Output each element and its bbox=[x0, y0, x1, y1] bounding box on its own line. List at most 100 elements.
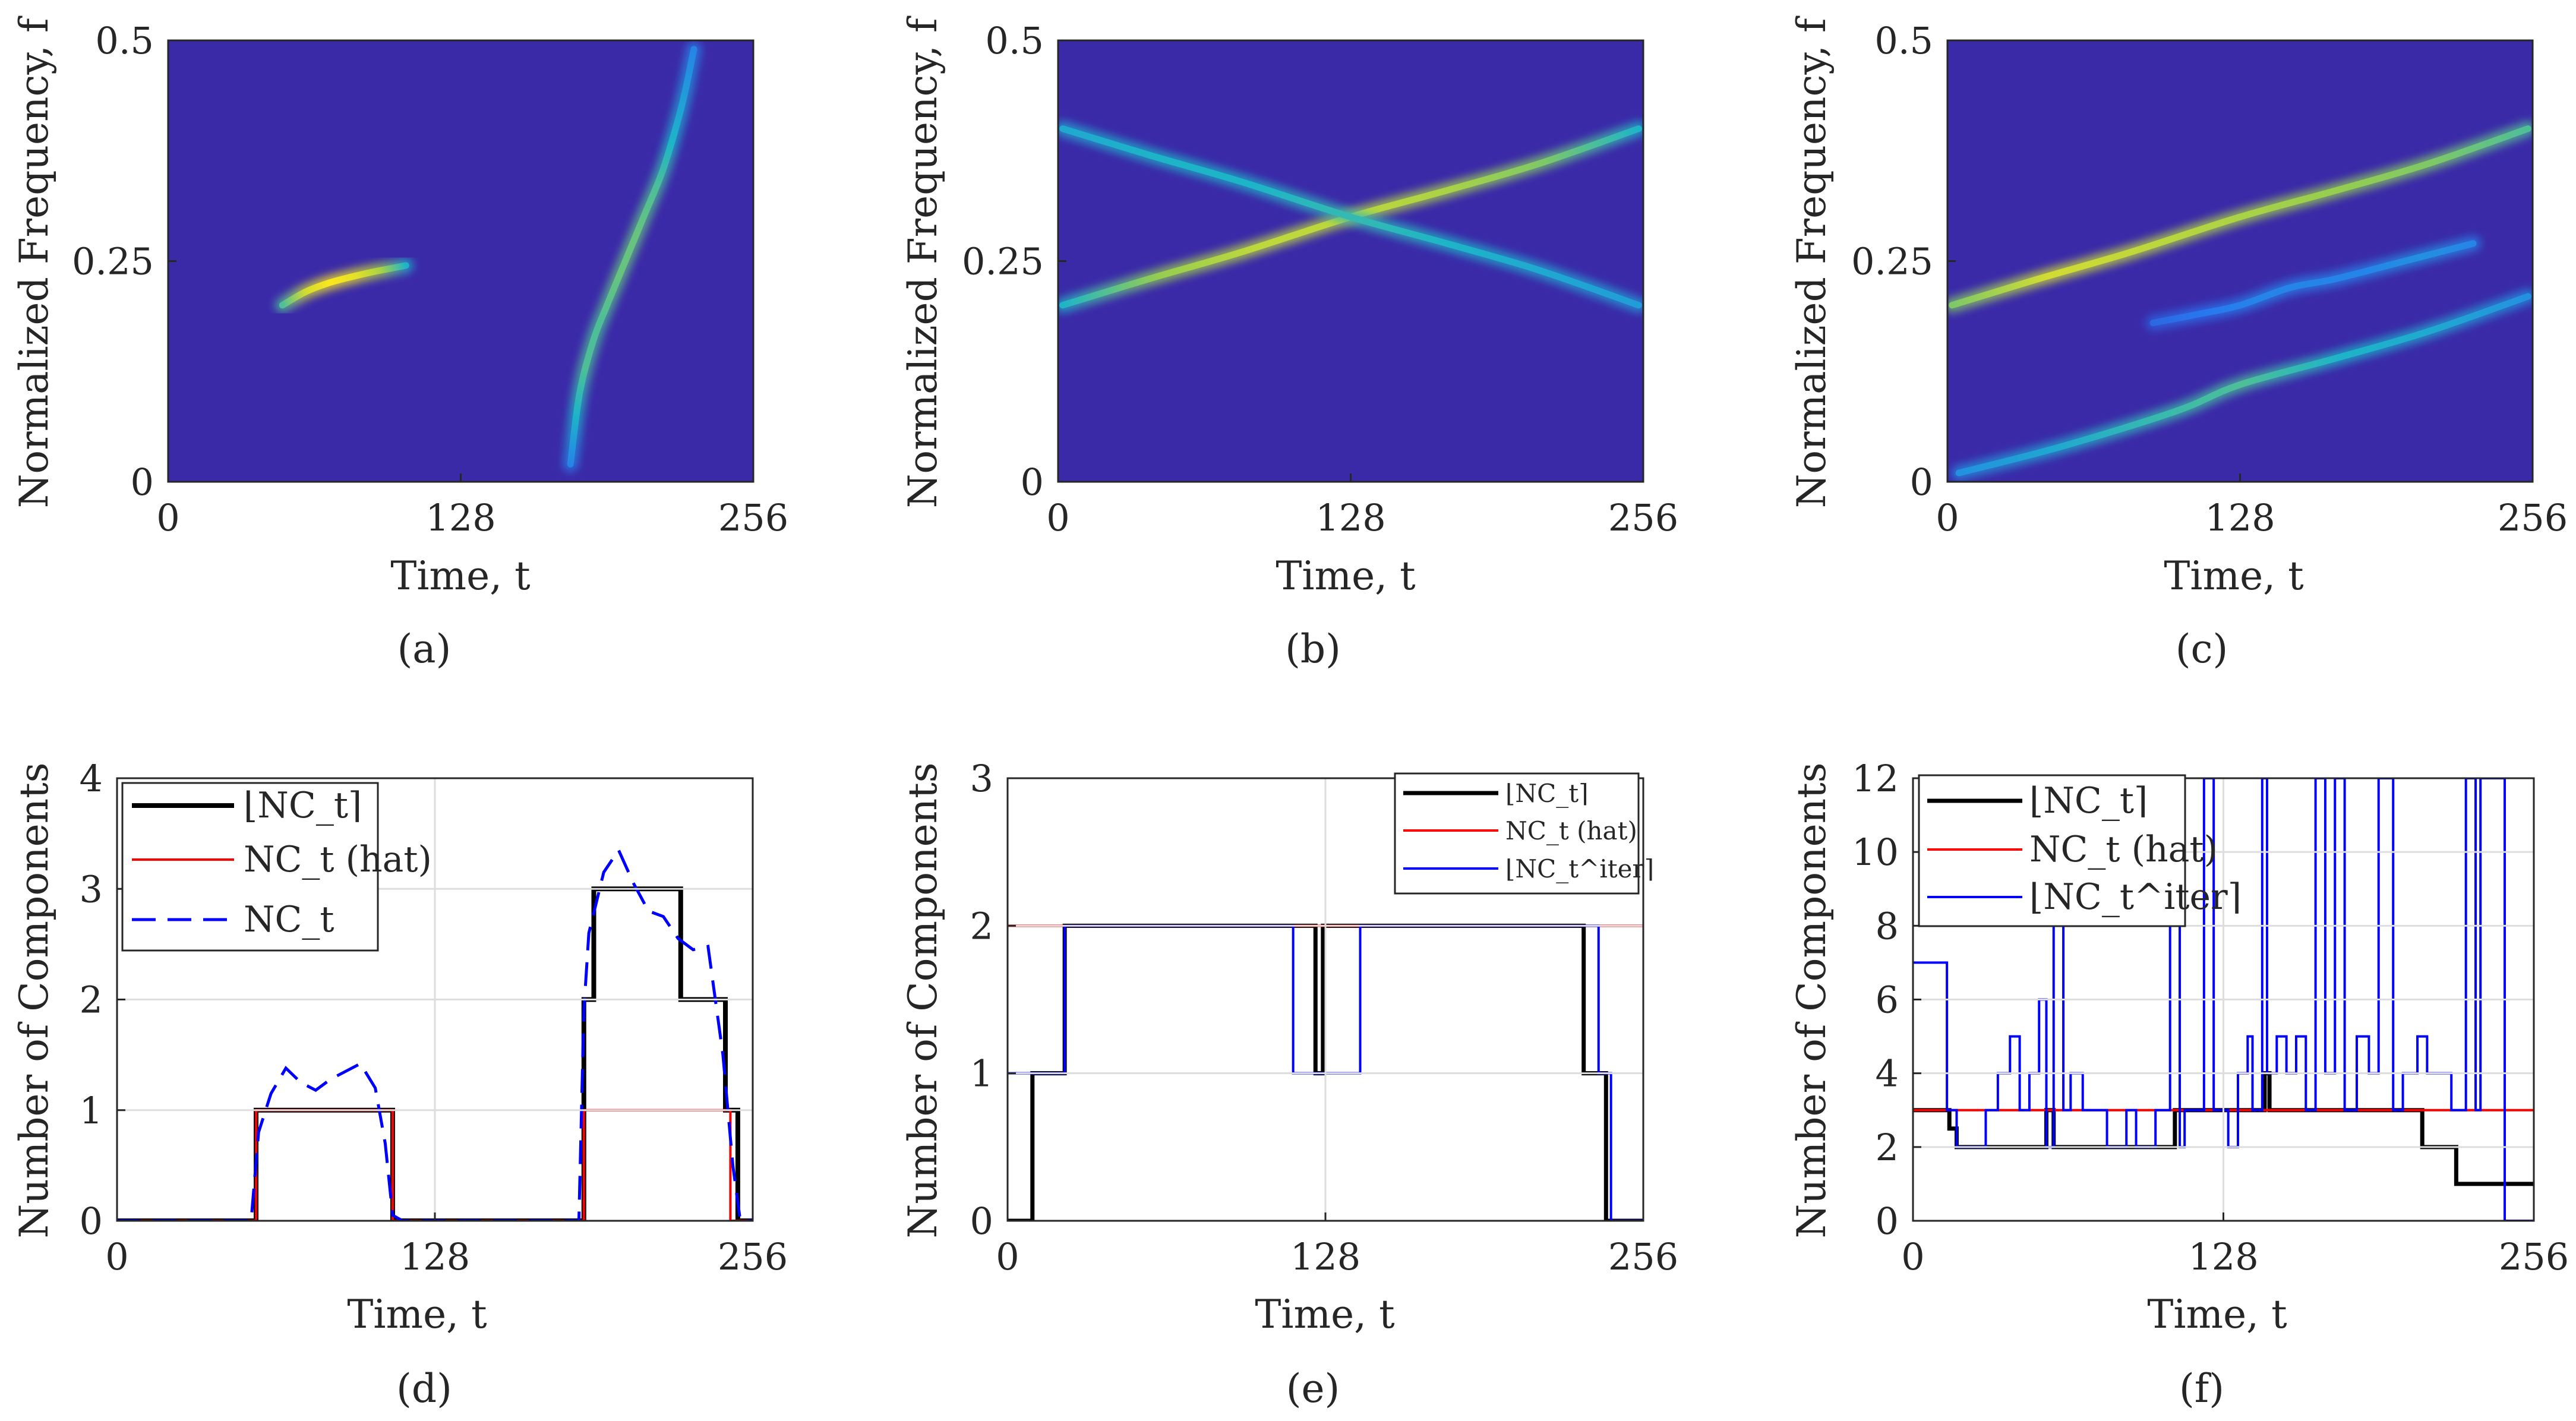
ridge-c-2 bbox=[2149, 240, 2477, 327]
ytick-label-b-2: 0.5 bbox=[985, 19, 1044, 62]
ytick-label-b-0: 0 bbox=[1021, 460, 1044, 504]
ytick-label-e-1: 1 bbox=[970, 1052, 993, 1095]
ridge-a-0 bbox=[279, 262, 409, 309]
ytick-label-f-6: 12 bbox=[1852, 757, 1899, 800]
ytick-label-f-5: 10 bbox=[1852, 831, 1899, 874]
legend-label-d-0: ⌊NC_t⌉ bbox=[244, 785, 362, 826]
xtick-label-b-2: 256 bbox=[1608, 496, 1678, 539]
ytick-label-e-2: 2 bbox=[970, 904, 993, 948]
legend-label-e-1: NC_t (hat) bbox=[1505, 816, 1637, 845]
legend-e: ⌊NC_t⌉ NC_t (hat) ⌊NC_t^iter⌉ bbox=[1394, 772, 1654, 895]
ylabel-d: Number of Components bbox=[11, 762, 57, 1238]
panel-f: 0 128 256 0 2 4 6 8 10 12 Time, t Number of Compo… bbox=[1789, 757, 2569, 1411]
ytick-label-a-1: 0.25 bbox=[72, 240, 154, 283]
xtick-label-f-2: 256 bbox=[2499, 1235, 2569, 1278]
xtick-label-d-1: 128 bbox=[400, 1235, 470, 1278]
panel-e: 0 128 256 0 1 2 3 Time, t Number of Components… bbox=[900, 757, 1678, 1411]
xlabel-e: Time, t bbox=[1255, 1291, 1394, 1337]
ridge-c-0 bbox=[1949, 125, 2531, 309]
xlabel-d: Time, t bbox=[347, 1291, 487, 1337]
xtick-label-b-1: 128 bbox=[1315, 496, 1385, 539]
ytick-label-f-1: 2 bbox=[1876, 1126, 1899, 1169]
axes-a: 0 128 256 0 0.25 0.5 bbox=[72, 19, 788, 539]
series-line-d-2 bbox=[117, 847, 753, 1221]
ytick-label-a-2: 0.5 bbox=[95, 19, 154, 62]
legend-box-d bbox=[121, 782, 379, 952]
panel-label-b: (b) bbox=[1285, 626, 1341, 672]
xtick-label-a-2: 256 bbox=[718, 496, 788, 539]
xtick-label-b-0: 0 bbox=[1046, 496, 1069, 539]
series-line-e-2 bbox=[1008, 924, 1643, 1221]
xtick-label-f-1: 128 bbox=[2188, 1235, 2258, 1278]
panel-label-c: (c) bbox=[2176, 626, 2228, 672]
legend-label-d-1: NC_t (hat) bbox=[244, 839, 432, 880]
legend-d: ⌊NC_t⌉ NC_t (hat) NC_t bbox=[121, 782, 432, 952]
legend-label-e-2: ⌊NC_t^iter⌉ bbox=[1505, 854, 1654, 883]
ytick-label-c-1: 0.25 bbox=[1851, 240, 1933, 283]
ylabel-c: Normalized Frequency, f bbox=[1789, 15, 1835, 508]
xlabel-f: Time, t bbox=[2147, 1291, 2287, 1337]
ridge-b-1 bbox=[1059, 125, 1642, 309]
ytick-label-d-1: 1 bbox=[80, 1089, 103, 1132]
axes-e: 0 128 256 0 1 2 3 bbox=[970, 757, 1679, 1278]
heatmap-background-c bbox=[1947, 40, 2533, 482]
ytick-label-f-0: 0 bbox=[1876, 1199, 1899, 1243]
ytick-label-c-2: 0.5 bbox=[1874, 19, 1933, 62]
xtick-label-d-2: 256 bbox=[718, 1235, 788, 1278]
ytick-label-b-1: 0.25 bbox=[962, 240, 1044, 283]
xtick-label-d-0: 0 bbox=[105, 1235, 128, 1278]
axes-b: 0 128 256 0 0.25 0.5 bbox=[962, 19, 1678, 539]
heatmap-background-a bbox=[168, 40, 753, 482]
ytick-label-c-0: 0 bbox=[1910, 460, 1933, 504]
ylabel-e: Number of Components bbox=[900, 762, 946, 1238]
xtick-label-a-1: 128 bbox=[425, 496, 495, 539]
xtick-label-c-0: 0 bbox=[1936, 496, 1959, 539]
legend-label-f-1: NC_t (hat) bbox=[2029, 829, 2218, 870]
panel-label-e: (e) bbox=[1286, 1366, 1340, 1411]
xtick-label-c-1: 128 bbox=[2205, 496, 2275, 539]
xtick-label-f-0: 0 bbox=[1901, 1235, 1924, 1278]
legend-label-f-2: ⌊NC_t^iter⌉ bbox=[2029, 876, 2242, 918]
legend-f: ⌊NC_t⌉ NC_t (hat) ⌊NC_t^iter⌉ bbox=[1918, 774, 2242, 927]
panel-d: 0 128 256 0 1 2 3 4 Time, t Number of Component… bbox=[11, 757, 788, 1411]
ytick-label-e-0: 0 bbox=[970, 1199, 993, 1243]
panel-label-a: (a) bbox=[397, 626, 452, 672]
heatmap-a bbox=[168, 40, 753, 482]
ytick-label-f-4: 8 bbox=[1876, 904, 1899, 948]
xtick-label-e-1: 128 bbox=[1290, 1235, 1360, 1278]
ytick-label-f-2: 4 bbox=[1876, 1052, 1899, 1095]
xtick-label-e-2: 256 bbox=[1608, 1235, 1678, 1278]
xtick-label-e-0: 0 bbox=[996, 1235, 1019, 1278]
panel-c: 0 128 256 0 0.25 0.5 Time, t Normalized Frequ… bbox=[1789, 15, 2568, 672]
ylabel-a: Normalized Frequency, f bbox=[11, 15, 57, 508]
ytick-label-d-4: 4 bbox=[80, 757, 103, 800]
xlabel-b: Time, t bbox=[1276, 553, 1415, 599]
xlabel-a: Time, t bbox=[390, 553, 530, 599]
panel-b: 0 128 256 0 0.25 0.5 Time, t Normalized Frequ… bbox=[900, 15, 1678, 672]
ridge-a-1 bbox=[567, 46, 697, 468]
panel-label-f: (f) bbox=[2179, 1366, 2224, 1411]
heatmap-background-b bbox=[1058, 40, 1643, 482]
heatmap-c bbox=[1947, 40, 2533, 482]
xlabel-c: Time, t bbox=[2164, 553, 2303, 599]
xtick-label-a-0: 0 bbox=[156, 496, 179, 539]
legend-label-f-0: ⌊NC_t⌉ bbox=[2029, 780, 2148, 822]
legend-label-d-2: NC_t bbox=[244, 899, 334, 940]
panel-label-d: (d) bbox=[396, 1366, 452, 1411]
panel-a: 0 128 256 0 0.25 0.5 Time, t Normalized Frequ… bbox=[11, 15, 788, 672]
ylabel-b: Normalized Frequency, f bbox=[900, 15, 946, 508]
ytick-label-d-3: 3 bbox=[80, 867, 103, 911]
ytick-label-f-3: 6 bbox=[1876, 978, 1899, 1022]
ytick-label-d-0: 0 bbox=[80, 1199, 103, 1243]
legend-label-e-0: ⌊NC_t⌉ bbox=[1505, 779, 1589, 808]
ytick-label-d-2: 2 bbox=[80, 978, 103, 1022]
ytick-label-a-0: 0 bbox=[131, 460, 154, 504]
xtick-label-c-2: 256 bbox=[2498, 496, 2568, 539]
axes-d: 0 128 256 0 1 2 3 4 bbox=[80, 757, 788, 1278]
heatmap-b bbox=[1058, 40, 1643, 482]
ytick-label-e-3: 3 bbox=[970, 757, 993, 800]
axes-c: 0 128 256 0 0.25 0.5 bbox=[1851, 19, 2568, 539]
ylabel-f: Number of Components bbox=[1789, 762, 1835, 1238]
ridge-c-1 bbox=[1955, 293, 2531, 476]
